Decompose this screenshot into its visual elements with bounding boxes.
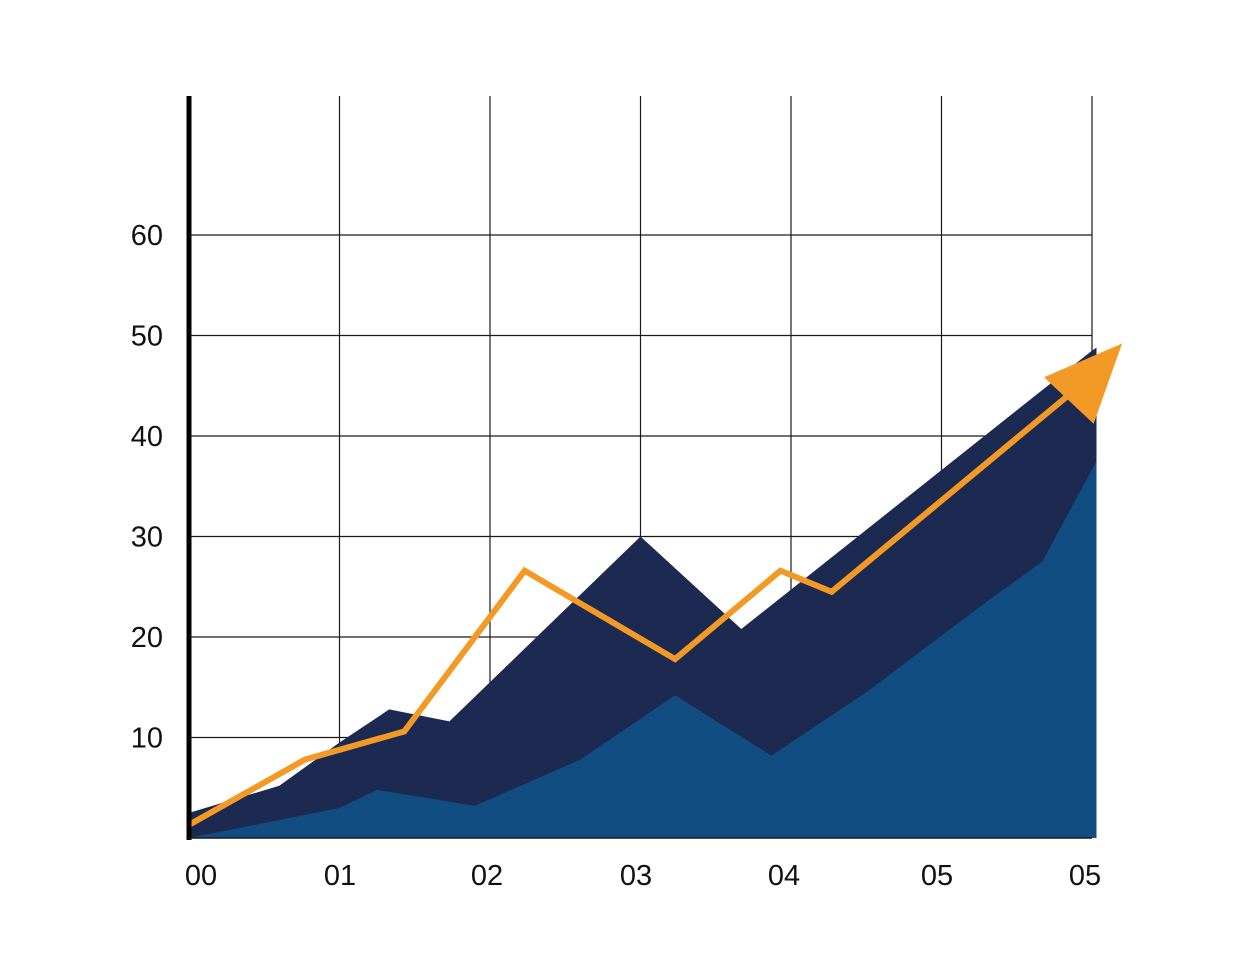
area-series-2 bbox=[189, 461, 1097, 838]
x-tick-label: 02 bbox=[471, 860, 503, 892]
y-tick-label: 10 bbox=[131, 723, 163, 755]
x-tick-label: 05 bbox=[921, 860, 953, 892]
y-tick-label: 40 bbox=[131, 421, 163, 453]
x-tick-label: 03 bbox=[620, 860, 652, 892]
tick-labels: 10 20 30 40 50 60 00 01 02 03 04 05 05 bbox=[131, 220, 1101, 892]
axes bbox=[186, 96, 1092, 840]
x-tick-label: 01 bbox=[324, 860, 356, 892]
y-tick-label: 30 bbox=[131, 522, 163, 554]
y-tick-label: 60 bbox=[131, 220, 163, 252]
x-tick-label: 00 bbox=[185, 860, 217, 892]
trend-line bbox=[187, 373, 1094, 828]
trend-line-series bbox=[187, 343, 1123, 828]
area-series bbox=[189, 347, 1097, 838]
trend-arrow-head bbox=[1043, 343, 1123, 424]
x-tick-label: 05 bbox=[1069, 860, 1101, 892]
y-tick-label: 50 bbox=[131, 321, 163, 353]
y-tick-label: 20 bbox=[131, 622, 163, 654]
x-tick-label: 04 bbox=[768, 860, 800, 892]
